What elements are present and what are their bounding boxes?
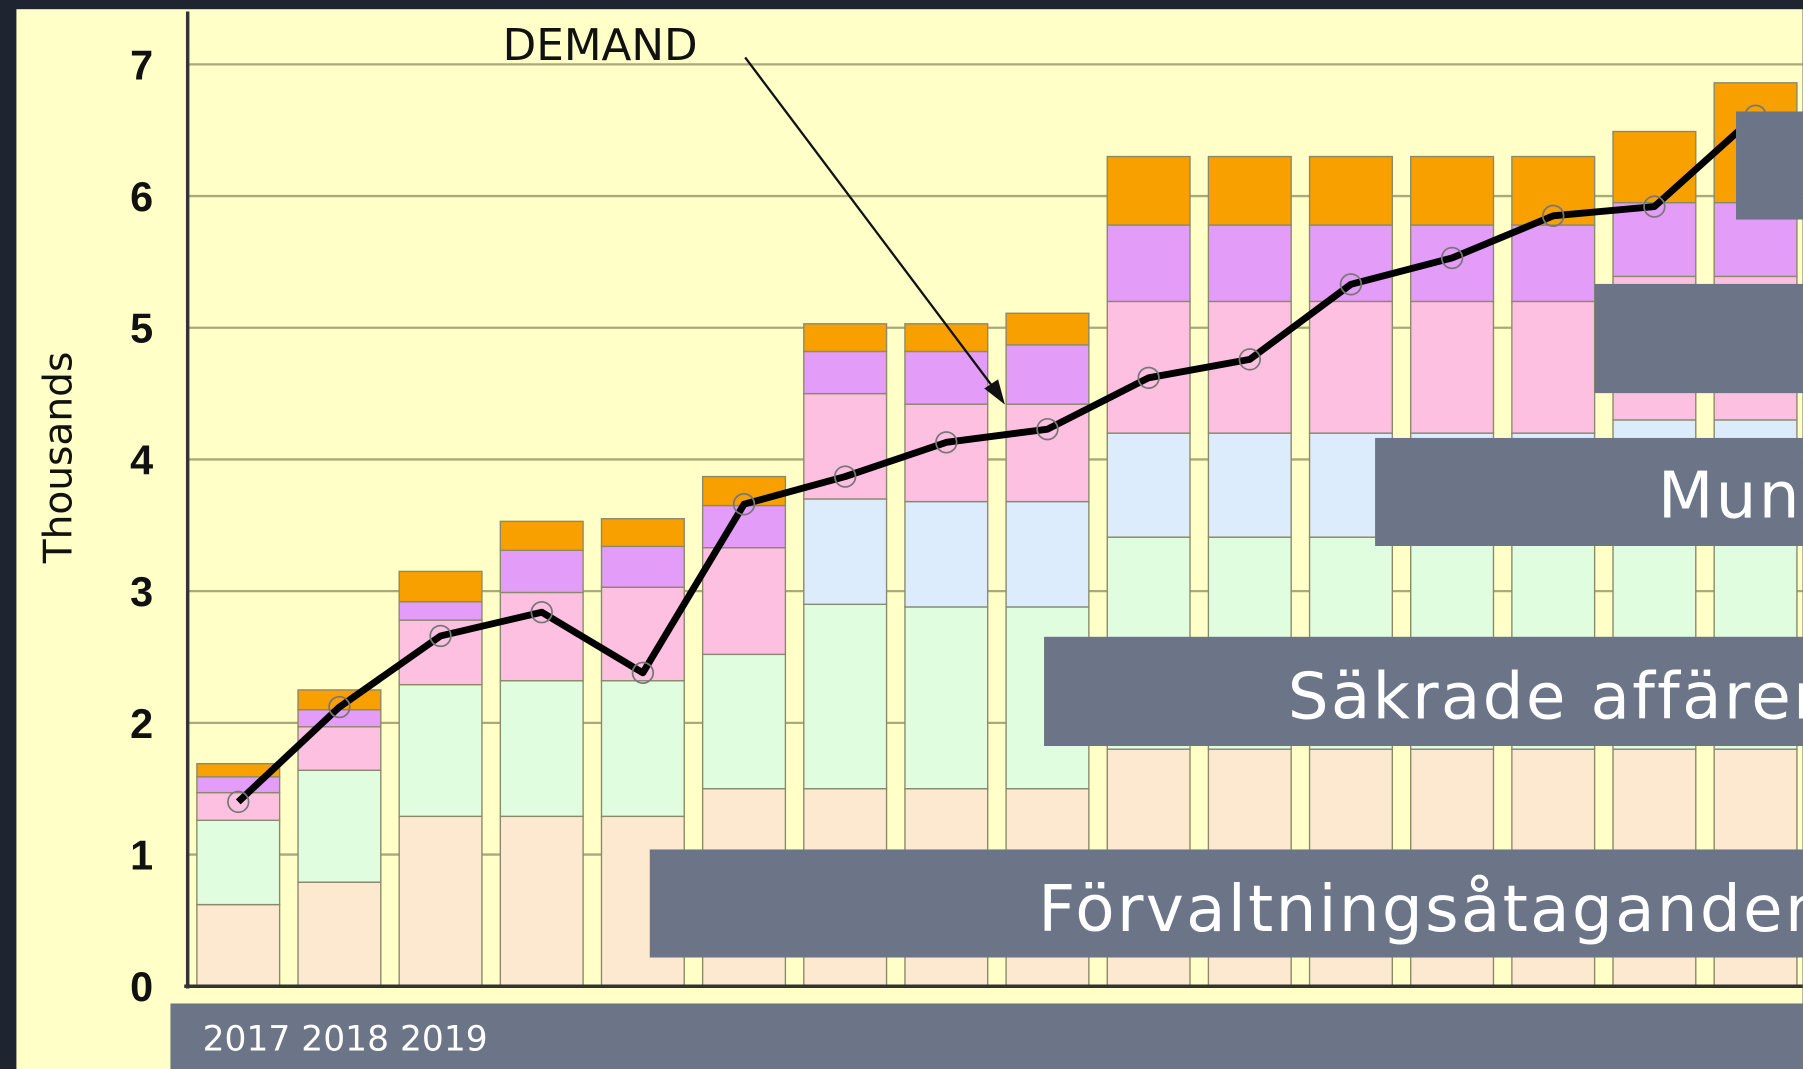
bar-segment	[1410, 300, 1495, 434]
overlay-text: Säkrade affärer	[1288, 659, 1803, 734]
y-axis-label: Thousands	[37, 352, 82, 565]
demand-point	[1643, 195, 1666, 218]
demand-point	[227, 790, 250, 814]
demand-point	[530, 601, 553, 624]
bar-segment	[499, 680, 584, 818]
overlay-box	[1594, 283, 1803, 394]
overlay-text: Förvaltningsåtaganden	[1038, 872, 1803, 947]
overlay-box	[1044, 636, 1803, 747]
bar-segment	[701, 504, 787, 549]
demand-point	[1440, 246, 1464, 270]
bar-segment	[1511, 224, 1596, 303]
bar-segment	[904, 323, 989, 353]
demand-line	[235, 113, 1758, 805]
demand-point	[1137, 366, 1160, 390]
bar-segment	[904, 350, 989, 405]
demand-point	[732, 493, 756, 516]
bar-segment	[398, 815, 483, 987]
demand-point	[1339, 273, 1363, 296]
bar-segment	[1005, 403, 1090, 503]
bar-segment	[1005, 500, 1090, 608]
footer-text: 2017 2018 2019	[203, 1020, 488, 1060]
bar-segment	[1410, 155, 1495, 226]
bar-segment	[196, 819, 281, 906]
bar-segment	[803, 603, 888, 790]
bar-segment	[803, 498, 888, 606]
footer-bar	[170, 1003, 1803, 1069]
bar-segment	[1106, 432, 1191, 538]
bar-segment	[701, 653, 787, 790]
bar-segment	[1005, 312, 1090, 346]
bar-segment	[398, 600, 483, 621]
bar-segment	[1207, 432, 1292, 538]
overlay-box	[649, 849, 1803, 958]
bar-segment	[1106, 155, 1191, 226]
bar-segment	[803, 350, 888, 395]
annotation: DEMAND	[503, 20, 698, 71]
demand-point	[935, 431, 958, 454]
y-tick-label: 7	[130, 42, 153, 88]
bar-segment	[600, 586, 685, 682]
demand-point	[631, 661, 655, 685]
overlay-box	[1375, 437, 1803, 546]
bar-segment	[600, 680, 685, 818]
y-tick-label: 6	[130, 174, 153, 220]
bar-segment	[297, 769, 382, 883]
overlay-text: Mun	[1658, 458, 1802, 533]
bar-segment	[1511, 300, 1596, 434]
y-tick-label: 3	[130, 569, 153, 615]
bar-segment	[600, 518, 685, 548]
demand-point	[833, 465, 857, 488]
bar-segment	[499, 815, 584, 987]
demand-point	[1036, 417, 1059, 441]
bar-segment	[1005, 344, 1090, 405]
bar-segment	[1106, 224, 1191, 303]
arrow-head	[984, 379, 1005, 405]
y-tick-label: 5	[130, 306, 153, 352]
bar-segment	[701, 547, 787, 656]
bar-segment	[803, 323, 888, 353]
bar-segment	[499, 591, 584, 682]
y-tick-label: 1	[130, 832, 153, 878]
annotation-arrow	[744, 56, 997, 392]
bar-segment	[1308, 300, 1394, 434]
bar-segment	[398, 683, 483, 818]
bar-segment	[600, 545, 685, 588]
bar-segment	[1612, 201, 1697, 278]
bar-segment	[499, 549, 584, 594]
bar-segment	[1207, 155, 1292, 226]
demand-point	[1238, 348, 1261, 371]
demand-point	[1542, 204, 1565, 228]
bar-segment	[196, 791, 281, 821]
bar-segment	[904, 500, 989, 608]
bar-segment	[398, 570, 483, 603]
bar-segment	[1308, 155, 1394, 226]
overlay-box	[1736, 111, 1803, 220]
bar-segment	[1612, 130, 1697, 204]
y-tick-label: 0	[130, 964, 153, 1010]
y-tick-label: 4	[130, 437, 153, 483]
demand-point	[328, 695, 351, 719]
demand-point	[429, 624, 452, 648]
bar-segment	[297, 881, 382, 987]
bar-segment	[196, 762, 281, 778]
bar-segment	[904, 606, 989, 790]
y-tick-label: 2	[130, 701, 153, 747]
bar-segment	[499, 520, 584, 552]
bar-segment	[1207, 224, 1292, 303]
bar-segment	[1308, 224, 1394, 303]
bar-segment	[196, 903, 281, 987]
